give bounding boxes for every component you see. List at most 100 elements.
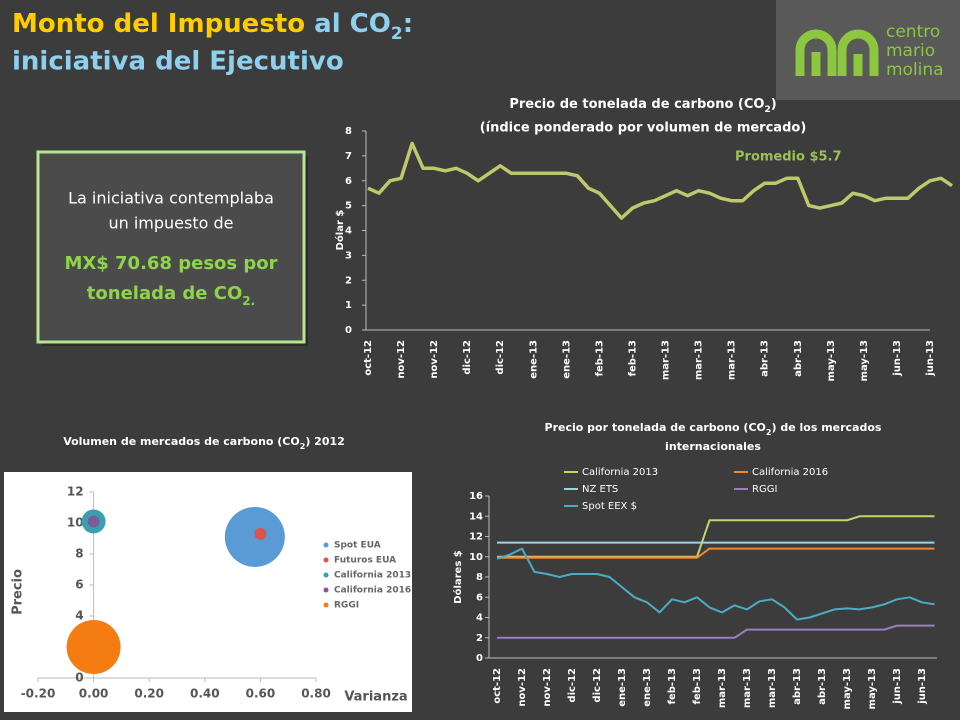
y-tick-label: 4 <box>476 613 483 624</box>
legend-label: California 2013 <box>334 571 411 581</box>
x-tick-label: 0.20 <box>134 687 164 701</box>
y-tick-label: 8 <box>345 126 352 137</box>
line-series <box>497 547 935 559</box>
x-tick-label: 0.60 <box>246 687 276 701</box>
legend-label: California 2013 <box>582 467 658 478</box>
chart-title-sub: 2 <box>766 428 772 437</box>
logo-mark <box>837 29 879 76</box>
x-axis-label: Varianza <box>344 690 407 705</box>
x-tick-label: feb-13 <box>627 340 638 376</box>
y-axis-label: Precio <box>11 569 26 615</box>
legend-swatch <box>323 542 329 548</box>
x-tick-label: feb-13 <box>692 668 703 704</box>
y-tick-label: 1 <box>345 300 352 311</box>
y-tick-label: 8 <box>75 547 83 561</box>
line-series <box>496 547 935 621</box>
chart-title: Precio por tonelada de carbono (CO2) de … <box>545 421 882 437</box>
x-tick-label: feb-13 <box>667 668 678 704</box>
x-tick-label: ene-13 <box>642 668 653 707</box>
x-tick-label: 0.80 <box>301 687 331 701</box>
chart-title: Precio de tonelada de carbono (CO2) <box>509 97 776 115</box>
x-tick-label: oct-12 <box>363 340 374 376</box>
callout-highlight: tonelada de CO2. <box>87 283 255 308</box>
x-tick-label: ene-13 <box>561 340 572 379</box>
x-tick-label: may-13 <box>859 340 870 381</box>
x-tick-label: abr-13 <box>793 340 804 377</box>
x-tick-label: nov-12 <box>429 340 440 379</box>
x-tick-label: may-13 <box>867 668 878 709</box>
x-tick-label: nov-12 <box>517 668 528 707</box>
x-tick-label: 0.40 <box>190 687 220 701</box>
legend-label: Spot EUA <box>334 541 381 551</box>
x-tick-label: abr-13 <box>817 668 828 705</box>
line-series <box>497 624 935 639</box>
slide-title-line2: iniciativa del Ejecutivo <box>12 47 344 77</box>
y-tick-label: 8 <box>476 572 483 583</box>
x-tick-label: jun-13 <box>892 668 903 705</box>
legend-swatch <box>323 602 329 608</box>
legend-label: Spot EEX $ <box>582 501 637 512</box>
x-tick-label: ene-13 <box>528 340 539 379</box>
callout-text: La iniciativa contemplaba <box>68 189 274 208</box>
chart-title-part: Precio por tonelada de carbono (CO <box>545 421 766 434</box>
callout-sub: 2. <box>242 294 255 308</box>
legend-swatch <box>323 572 329 578</box>
legend-label: California 2016 <box>752 467 828 478</box>
x-tick-label: dic-12 <box>462 340 473 375</box>
callout-highlight: MX$ 70.68 pesos por <box>64 253 277 274</box>
x-tick-label: jun-13 <box>925 340 936 377</box>
logo-text: molina <box>886 60 944 80</box>
chart-title-sub: 2 <box>764 105 770 115</box>
x-tick-label: feb-13 <box>594 340 605 376</box>
callout-highlight-part: tonelada de CO <box>87 283 242 304</box>
x-tick-label: mar-13 <box>767 668 778 708</box>
title-part: : <box>403 9 413 39</box>
x-tick-label: may-13 <box>842 668 853 709</box>
title-part: Monto del Impuesto <box>12 9 305 39</box>
line-series <box>367 141 953 220</box>
y-tick-label: 3 <box>345 250 352 261</box>
x-tick-label: abr-13 <box>760 340 771 377</box>
x-tick-label: jun-13 <box>892 340 903 377</box>
callout-box <box>36 150 306 344</box>
y-axis-label: Dólares $ <box>452 550 464 603</box>
logo-mark <box>795 29 837 76</box>
legend-swatch <box>323 587 329 593</box>
x-tick-label: abr-13 <box>792 668 803 705</box>
x-tick-label: may-13 <box>826 340 837 381</box>
x-tick-label: dic-12 <box>567 668 578 703</box>
legend-label: California 2016 <box>334 586 411 596</box>
x-tick-label: nov-12 <box>396 340 407 379</box>
bubble <box>66 620 121 674</box>
y-tick-label: 12 <box>67 485 84 499</box>
y-tick-label: 6 <box>75 578 83 592</box>
x-tick-label: mar-13 <box>727 340 738 380</box>
y-tick-label: 4 <box>345 226 352 237</box>
y-tick-label: 10 <box>67 516 84 530</box>
title-part: al CO <box>305 9 391 39</box>
chart-title-part: Volumen de mercados de carbono (CO <box>63 435 300 448</box>
y-tick-label: 0 <box>476 653 483 664</box>
x-tick-label: jun-13 <box>917 668 928 705</box>
x-tick-label: mar-13 <box>661 340 672 380</box>
title-sub: 2 <box>391 24 403 44</box>
x-tick-label: 0.00 <box>79 687 109 701</box>
x-tick-label: mar-13 <box>694 340 705 380</box>
y-tick-label: 6 <box>476 592 483 603</box>
y-tick-label: 16 <box>469 491 483 502</box>
legend-label: Futuros EUA <box>334 556 396 566</box>
chart-title-part: ) 2012 <box>305 435 344 448</box>
y-tick-label: 12 <box>469 532 483 543</box>
chart-title: Volumen de mercados de carbono (CO2) 201… <box>63 435 345 451</box>
x-tick-label: nov-12 <box>542 668 553 707</box>
x-tick-label: mar-13 <box>717 668 728 708</box>
bubble <box>224 506 285 567</box>
legend-swatch <box>323 557 329 563</box>
chart-title-part: ) <box>771 97 777 112</box>
y-tick-label: 0 <box>75 671 83 685</box>
x-tick-label: mar-13 <box>742 668 753 708</box>
y-axis-label: Dólar $ <box>334 210 346 251</box>
legend-label: RGGI <box>334 601 359 611</box>
